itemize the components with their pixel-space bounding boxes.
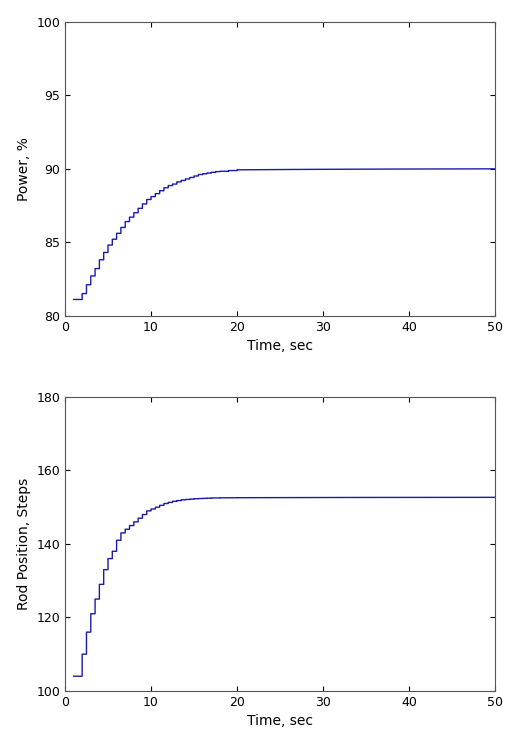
- X-axis label: Time, sec: Time, sec: [247, 714, 313, 729]
- X-axis label: Time, sec: Time, sec: [247, 339, 313, 353]
- Y-axis label: Rod Position, Steps: Rod Position, Steps: [17, 478, 31, 610]
- Y-axis label: Power, %: Power, %: [17, 137, 31, 200]
